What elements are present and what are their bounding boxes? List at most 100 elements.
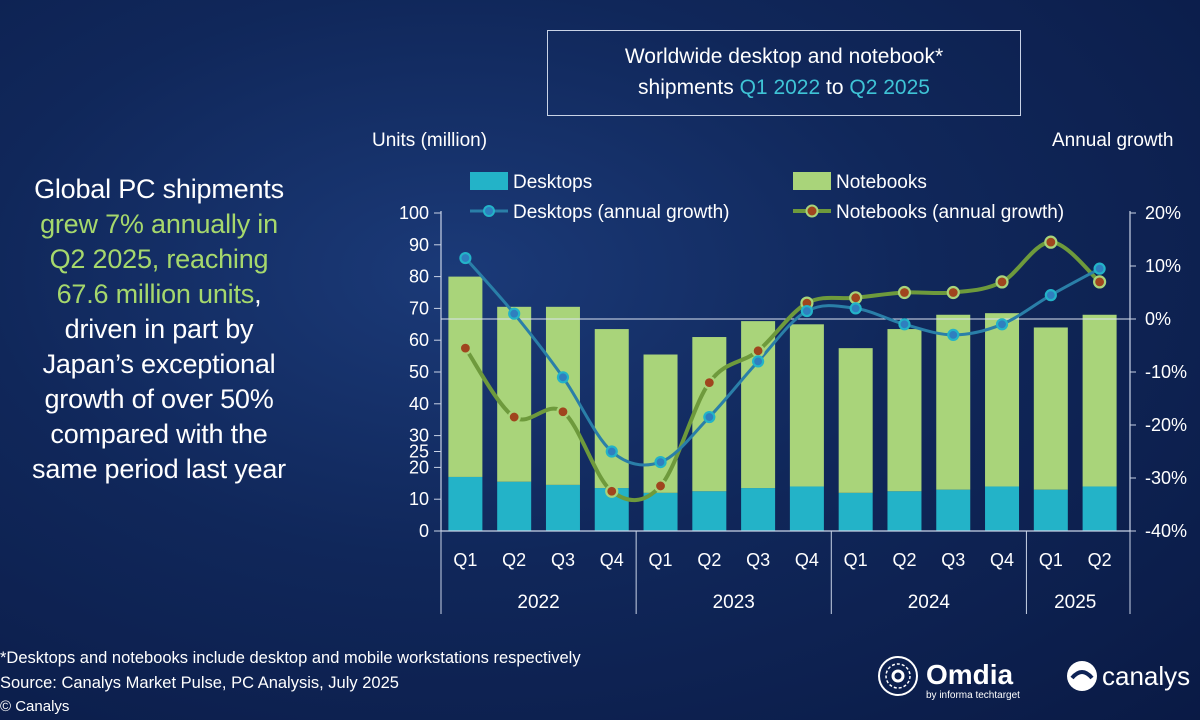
year-label: 2025 — [1054, 592, 1096, 613]
source-note: Source: Canalys Market Pulse, PC Analysi… — [0, 674, 399, 692]
point-desktops-growth — [605, 445, 618, 458]
point-notebooks-growth — [1093, 275, 1107, 289]
point-notebooks-growth — [849, 291, 863, 305]
point-notebooks-growth — [702, 376, 716, 390]
bar-desktops — [985, 486, 1020, 531]
x-tick-label: Q4 — [795, 550, 819, 570]
legend-label-notebooks-growth: Notebooks (annual growth) — [836, 202, 1064, 223]
x-tick-label: Q2 — [502, 550, 526, 570]
y-tick-label-right: 10% — [1145, 256, 1181, 276]
bar-desktops — [789, 486, 824, 531]
point-desktops-growth — [1093, 262, 1106, 275]
x-tick-label: Q3 — [551, 550, 575, 570]
headline-line7: growth of over 50% — [44, 384, 274, 414]
y-tick-label-left: 50 — [409, 362, 429, 382]
bar-desktops — [936, 489, 971, 531]
bar-desktops — [692, 491, 727, 531]
bar-desktops — [545, 484, 580, 531]
legend-swatch-notebooks — [793, 172, 831, 190]
point-desktops-growth — [556, 371, 570, 384]
bar-notebooks — [448, 276, 483, 477]
headline-line4-value: 67.6 million units — [56, 279, 255, 309]
bar-notebooks — [1033, 327, 1068, 490]
chart-title-end: Q2 2025 — [849, 76, 930, 99]
y-axis-right-title: Annual growth — [1052, 130, 1173, 151]
y-tick-label-right: -10% — [1145, 362, 1187, 382]
point-desktops-growth — [800, 304, 813, 318]
point-desktops-growth — [995, 318, 1009, 331]
chart-title-prefix: shipments — [638, 76, 740, 99]
canalys-logo-icon — [1067, 661, 1097, 691]
point-notebooks-growth — [751, 344, 765, 358]
legend-swatch-desktops — [470, 172, 508, 190]
shipments-chart: Units (million) Annual growth010202530405… — [372, 130, 1187, 614]
y-tick-label-left: 20 — [409, 457, 429, 477]
y-tick-label-left: 0 — [419, 521, 429, 541]
point-notebooks-growth — [946, 285, 960, 300]
point-notebooks-growth — [1044, 235, 1058, 249]
omdia-logo: Omdia by informa techtarget — [878, 656, 1020, 701]
year-label: 2023 — [713, 592, 755, 613]
y-tick-label-left: 60 — [409, 330, 429, 350]
y-tick-label-left: 30 — [409, 426, 429, 446]
x-tick-label: Q4 — [600, 550, 624, 570]
bar-notebooks — [497, 306, 532, 482]
bar-desktops — [643, 492, 678, 531]
omdia-logo-text: Omdia — [926, 659, 1014, 690]
point-desktops-growth — [508, 307, 521, 320]
x-tick-label: Q3 — [941, 550, 965, 570]
headline-line4: 67.6 million units, — [0, 277, 318, 312]
bar-notebooks — [594, 329, 629, 489]
y-tick-label-right: -40% — [1145, 521, 1187, 541]
point-desktops-growth — [898, 318, 911, 331]
canalys-logo: canalys — [1067, 661, 1190, 691]
y-axis-left-title: Units (million) — [372, 130, 487, 151]
point-notebooks-growth — [458, 341, 472, 355]
y-tick-label-left: 40 — [409, 394, 429, 414]
headline-line6: Japan’s exceptional — [42, 349, 276, 379]
bar-notebooks — [936, 314, 971, 490]
y-tick-label-left: 80 — [409, 267, 429, 287]
legend-marker-notebooks-growth — [805, 204, 819, 218]
point-notebooks-growth — [995, 275, 1009, 289]
x-tick-label: Q4 — [990, 550, 1014, 570]
legend-label-desktops: Desktops — [513, 172, 592, 193]
bar-desktops — [741, 488, 776, 531]
x-tick-label: Q2 — [892, 550, 916, 570]
headline-text: Global PC shipments grew 7% annually in … — [0, 172, 318, 487]
legend-label-desktops-growth: Desktops (annual growth) — [513, 202, 730, 223]
bar-desktops — [838, 492, 873, 531]
y-tick-label-left: 25 — [409, 442, 429, 462]
bar-notebooks — [887, 329, 922, 492]
chart-title-line1: Worldwide desktop and notebook* — [624, 45, 944, 68]
chart-title-start: Q1 2022 — [739, 76, 821, 99]
headline-line2: grew 7% annually in — [40, 209, 278, 239]
point-desktops-growth — [947, 328, 960, 341]
point-notebooks-growth — [507, 410, 521, 424]
bar-desktops — [448, 476, 483, 531]
chart-title-box: Worldwide desktop and notebook* shipment… — [547, 30, 1021, 116]
headline-line1: Global PC shipments — [34, 174, 284, 204]
bar-notebooks — [643, 354, 678, 493]
headline-line4-suffix: , — [254, 279, 262, 309]
y-tick-label-left: 70 — [409, 298, 429, 318]
bar-desktops — [497, 481, 532, 531]
x-tick-label: Q3 — [746, 550, 770, 570]
legend-label-notebooks: Notebooks — [836, 172, 927, 193]
footnote: *Desktops and notebooks include desktop … — [0, 649, 581, 667]
bar-notebooks — [838, 348, 873, 493]
bar-desktops — [1033, 489, 1068, 531]
y-tick-label-left: 100 — [399, 203, 429, 223]
legend-marker-desktops-growth — [483, 205, 495, 217]
headline-line8: compared with the — [50, 419, 268, 449]
point-notebooks-growth — [653, 479, 668, 493]
bar-notebooks — [789, 324, 824, 487]
copyright: © Canalys — [0, 698, 70, 715]
headline-line9: same period last year — [32, 454, 286, 484]
point-desktops-growth — [849, 302, 862, 315]
bar-notebooks — [1082, 314, 1117, 487]
point-desktops-growth — [654, 456, 667, 469]
point-notebooks-growth — [897, 285, 912, 300]
y-tick-label-right: 20% — [1145, 203, 1181, 223]
headline-line5: driven in part by — [64, 314, 254, 344]
